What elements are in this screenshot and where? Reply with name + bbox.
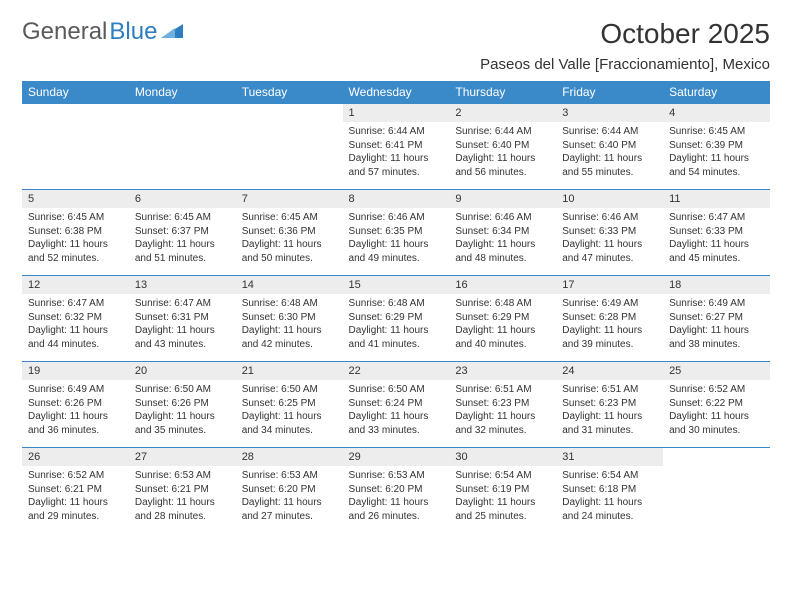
day-content-cell: Sunrise: 6:47 AMSunset: 6:33 PMDaylight:… [663, 208, 770, 276]
day-number-cell: 25 [663, 362, 770, 381]
day-number-cell: 21 [236, 362, 343, 381]
logo-text-blue: Blue [109, 18, 157, 46]
day-content-cell: Sunrise: 6:50 AMSunset: 6:25 PMDaylight:… [236, 380, 343, 448]
day-number-cell: 2 [449, 104, 556, 123]
logo-text-general: General [22, 18, 107, 46]
day-number-cell: 24 [556, 362, 663, 381]
day-number-cell [129, 104, 236, 123]
weekday-header-row: Sunday Monday Tuesday Wednesday Thursday… [22, 81, 770, 104]
day-content-cell: Sunrise: 6:48 AMSunset: 6:30 PMDaylight:… [236, 294, 343, 362]
weekday-header: Friday [556, 81, 663, 104]
day-content-cell: Sunrise: 6:50 AMSunset: 6:26 PMDaylight:… [129, 380, 236, 448]
day-number-cell: 27 [129, 448, 236, 467]
day-number-cell [663, 448, 770, 467]
day-content-cell [236, 122, 343, 190]
day-number-cell: 31 [556, 448, 663, 467]
triangle-icon [161, 22, 183, 43]
day-content-cell: Sunrise: 6:44 AMSunset: 6:40 PMDaylight:… [449, 122, 556, 190]
day-content-cell: Sunrise: 6:54 AMSunset: 6:18 PMDaylight:… [556, 466, 663, 533]
day-number-cell: 6 [129, 190, 236, 209]
weekday-header: Sunday [22, 81, 129, 104]
logo: GeneralBlue [22, 18, 183, 46]
day-number-cell [22, 104, 129, 123]
day-content-cell: Sunrise: 6:53 AMSunset: 6:20 PMDaylight:… [343, 466, 450, 533]
day-number-cell: 9 [449, 190, 556, 209]
weekday-header: Saturday [663, 81, 770, 104]
weekday-header: Tuesday [236, 81, 343, 104]
day-content-cell [22, 122, 129, 190]
calendar-table: Sunday Monday Tuesday Wednesday Thursday… [22, 81, 770, 533]
header: GeneralBlue October 2025 [22, 18, 770, 50]
day-content-cell: Sunrise: 6:52 AMSunset: 6:21 PMDaylight:… [22, 466, 129, 533]
day-content-cell: Sunrise: 6:53 AMSunset: 6:21 PMDaylight:… [129, 466, 236, 533]
subtitle: Paseos del Valle [Fraccionamiento], Mexi… [22, 56, 770, 73]
day-number-cell: 8 [343, 190, 450, 209]
day-content-cell [663, 466, 770, 533]
day-number-cell: 19 [22, 362, 129, 381]
day-number-row: 19202122232425 [22, 362, 770, 381]
day-content-cell: Sunrise: 6:48 AMSunset: 6:29 PMDaylight:… [449, 294, 556, 362]
day-content-cell: Sunrise: 6:49 AMSunset: 6:26 PMDaylight:… [22, 380, 129, 448]
day-content-cell [129, 122, 236, 190]
day-number-cell: 13 [129, 276, 236, 295]
day-content-cell: Sunrise: 6:45 AMSunset: 6:37 PMDaylight:… [129, 208, 236, 276]
day-content-row: Sunrise: 6:52 AMSunset: 6:21 PMDaylight:… [22, 466, 770, 533]
title: October 2025 [600, 18, 770, 50]
weekday-header: Wednesday [343, 81, 450, 104]
day-number-cell: 1 [343, 104, 450, 123]
day-content-cell: Sunrise: 6:46 AMSunset: 6:34 PMDaylight:… [449, 208, 556, 276]
day-number-cell [236, 104, 343, 123]
day-content-cell: Sunrise: 6:49 AMSunset: 6:27 PMDaylight:… [663, 294, 770, 362]
day-number-cell: 29 [343, 448, 450, 467]
day-number-cell: 22 [343, 362, 450, 381]
day-number-cell: 7 [236, 190, 343, 209]
day-number-cell: 14 [236, 276, 343, 295]
weekday-header: Monday [129, 81, 236, 104]
day-content-cell: Sunrise: 6:51 AMSunset: 6:23 PMDaylight:… [556, 380, 663, 448]
day-content-cell: Sunrise: 6:45 AMSunset: 6:38 PMDaylight:… [22, 208, 129, 276]
day-content-row: Sunrise: 6:44 AMSunset: 6:41 PMDaylight:… [22, 122, 770, 190]
day-content-cell: Sunrise: 6:53 AMSunset: 6:20 PMDaylight:… [236, 466, 343, 533]
weekday-header: Thursday [449, 81, 556, 104]
day-number-row: 567891011 [22, 190, 770, 209]
day-number-cell: 30 [449, 448, 556, 467]
day-content-cell: Sunrise: 6:44 AMSunset: 6:41 PMDaylight:… [343, 122, 450, 190]
day-content-cell: Sunrise: 6:50 AMSunset: 6:24 PMDaylight:… [343, 380, 450, 448]
day-content-cell: Sunrise: 6:47 AMSunset: 6:31 PMDaylight:… [129, 294, 236, 362]
day-content-cell: Sunrise: 6:47 AMSunset: 6:32 PMDaylight:… [22, 294, 129, 362]
day-number-row: 262728293031 [22, 448, 770, 467]
day-content-row: Sunrise: 6:45 AMSunset: 6:38 PMDaylight:… [22, 208, 770, 276]
day-content-cell: Sunrise: 6:45 AMSunset: 6:39 PMDaylight:… [663, 122, 770, 190]
day-number-cell: 26 [22, 448, 129, 467]
day-content-cell: Sunrise: 6:46 AMSunset: 6:35 PMDaylight:… [343, 208, 450, 276]
day-number-cell: 4 [663, 104, 770, 123]
day-number-cell: 23 [449, 362, 556, 381]
day-content-cell: Sunrise: 6:48 AMSunset: 6:29 PMDaylight:… [343, 294, 450, 362]
day-content-row: Sunrise: 6:47 AMSunset: 6:32 PMDaylight:… [22, 294, 770, 362]
day-number-cell: 20 [129, 362, 236, 381]
day-number-row: 12131415161718 [22, 276, 770, 295]
day-content-cell: Sunrise: 6:45 AMSunset: 6:36 PMDaylight:… [236, 208, 343, 276]
day-content-cell: Sunrise: 6:46 AMSunset: 6:33 PMDaylight:… [556, 208, 663, 276]
day-number-cell: 15 [343, 276, 450, 295]
day-number-cell: 5 [22, 190, 129, 209]
day-number-cell: 3 [556, 104, 663, 123]
day-content-row: Sunrise: 6:49 AMSunset: 6:26 PMDaylight:… [22, 380, 770, 448]
day-number-row: 1234 [22, 104, 770, 123]
day-content-cell: Sunrise: 6:49 AMSunset: 6:28 PMDaylight:… [556, 294, 663, 362]
day-number-cell: 28 [236, 448, 343, 467]
day-content-cell: Sunrise: 6:51 AMSunset: 6:23 PMDaylight:… [449, 380, 556, 448]
calendar-body: 1234Sunrise: 6:44 AMSunset: 6:41 PMDayli… [22, 104, 770, 534]
day-number-cell: 12 [22, 276, 129, 295]
day-content-cell: Sunrise: 6:52 AMSunset: 6:22 PMDaylight:… [663, 380, 770, 448]
day-content-cell: Sunrise: 6:54 AMSunset: 6:19 PMDaylight:… [449, 466, 556, 533]
day-number-cell: 18 [663, 276, 770, 295]
day-number-cell: 10 [556, 190, 663, 209]
day-number-cell: 11 [663, 190, 770, 209]
day-number-cell: 17 [556, 276, 663, 295]
day-number-cell: 16 [449, 276, 556, 295]
day-content-cell: Sunrise: 6:44 AMSunset: 6:40 PMDaylight:… [556, 122, 663, 190]
